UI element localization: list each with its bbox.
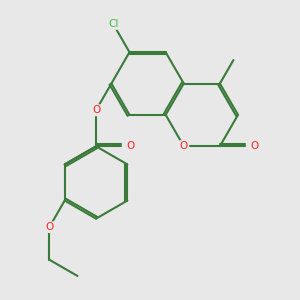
Text: O: O <box>251 141 259 151</box>
Text: O: O <box>180 141 188 151</box>
Text: O: O <box>45 222 53 232</box>
Text: O: O <box>92 105 100 115</box>
Text: O: O <box>127 141 135 151</box>
Text: Cl: Cl <box>108 19 119 29</box>
